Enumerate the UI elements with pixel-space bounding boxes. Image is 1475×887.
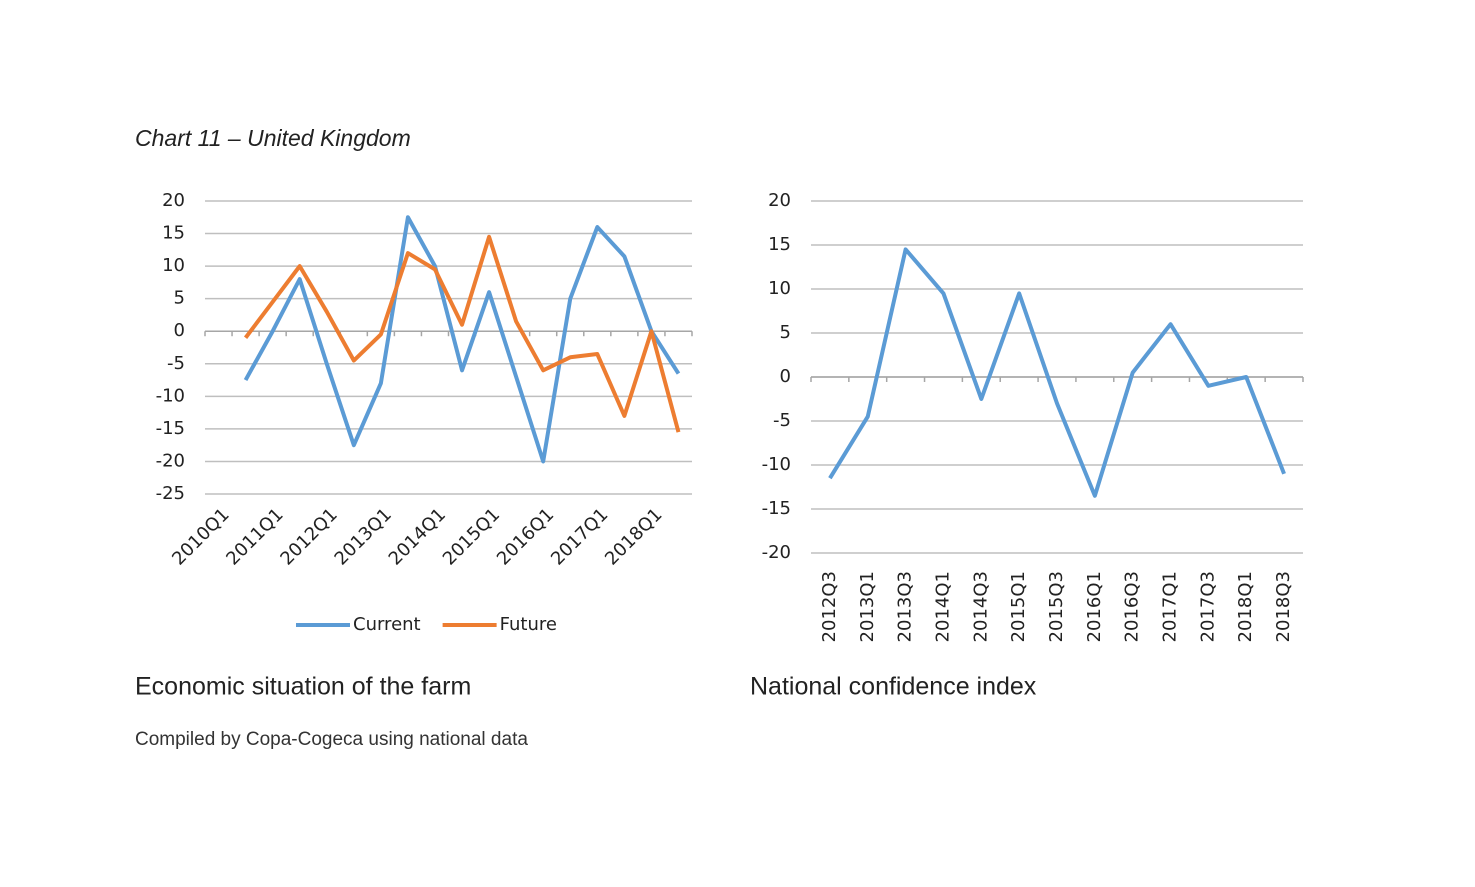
y-tick-label: 5 <box>174 288 185 309</box>
x-tick-label: 2014Q1 <box>932 571 953 642</box>
y-tick-label: 10 <box>768 278 791 299</box>
legend-label: Current <box>353 614 421 635</box>
x-tick-label: 2014Q1 <box>385 504 450 569</box>
x-tick-label: 2017Q3 <box>1197 571 1218 642</box>
x-tick-label: 2018Q1 <box>601 504 666 569</box>
heading: Chart 11 – United Kingdom <box>135 125 411 151</box>
y-tick-label: 0 <box>780 366 791 387</box>
data-line <box>243 215 681 464</box>
x-tick-label: 2015Q1 <box>439 504 504 569</box>
x-tick-label: 2013Q1 <box>857 571 878 642</box>
chart-caption: National confidence index <box>750 673 1037 701</box>
y-tick-label: 15 <box>162 223 185 244</box>
x-tick-label: 2012Q3 <box>819 571 840 642</box>
x-tick-label: 2017Q1 <box>547 504 612 569</box>
y-tick-label: -20 <box>762 542 791 563</box>
source-note: Compiled by Copa-Cogeca using national d… <box>135 729 528 750</box>
data-line <box>243 234 681 433</box>
chart-caption: Economic situation of the farm <box>135 673 471 701</box>
y-tick-label: 15 <box>768 234 791 255</box>
x-tick-label: 2014Q3 <box>970 571 991 642</box>
legend-label: Future <box>500 614 557 635</box>
x-tick-label: 2015Q1 <box>1008 571 1029 642</box>
x-tick-label: 2017Q1 <box>1160 571 1181 642</box>
x-tick-label: 2012Q1 <box>276 504 341 569</box>
x-tick-label: 2016Q1 <box>1084 571 1105 642</box>
y-tick-label: 0 <box>174 320 185 341</box>
x-tick-label: 2013Q1 <box>331 504 396 569</box>
x-tick-label: 2013Q3 <box>895 571 916 642</box>
y-tick-label: -15 <box>156 418 185 439</box>
x-tick-label: 2010Q1 <box>168 504 233 569</box>
y-tick-label: -5 <box>167 353 185 374</box>
x-tick-label: 2015Q3 <box>1046 571 1067 642</box>
y-tick-label: 10 <box>162 255 185 276</box>
x-tick-label: 2011Q1 <box>222 504 287 569</box>
y-tick-label: -20 <box>156 450 185 471</box>
x-tick-label: 2018Q1 <box>1235 571 1256 642</box>
x-tick-label: 2018Q3 <box>1273 571 1294 642</box>
x-tick-label: 2016Q3 <box>1122 571 1143 642</box>
y-tick-label: 20 <box>768 190 791 211</box>
y-tick-label: -10 <box>156 385 185 406</box>
y-tick-label: 5 <box>780 322 791 343</box>
y-tick-label: -10 <box>762 454 791 475</box>
y-tick-label: -25 <box>156 483 185 504</box>
data-line <box>828 247 1286 498</box>
y-tick-label: -15 <box>762 498 791 519</box>
y-tick-label: -5 <box>773 410 791 431</box>
x-tick-label: 2016Q1 <box>493 504 558 569</box>
y-tick-label: 20 <box>162 190 185 211</box>
